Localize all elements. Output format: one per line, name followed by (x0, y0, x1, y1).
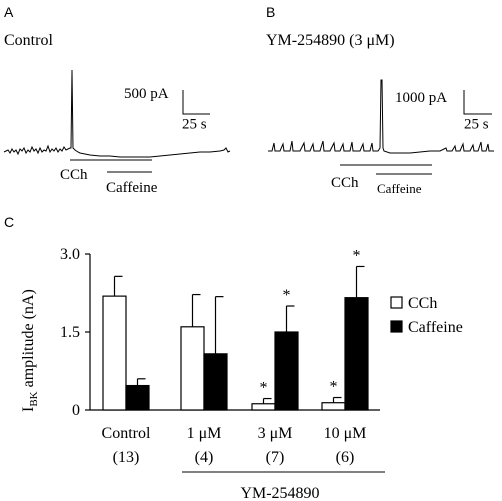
legend-label-cch: CCh (408, 295, 437, 312)
bar-caffeine-1 (203, 353, 228, 411)
bar-caffeine-0 (125, 384, 150, 411)
panel-b-letter: B (266, 4, 276, 20)
y-tick-label: 0 (72, 402, 80, 419)
scale-bar-b (463, 90, 492, 115)
n-label: (13) (113, 449, 140, 466)
bar-caffeine-3 (344, 297, 369, 411)
panel-c-letter: C (4, 214, 15, 230)
caffeine-label-b: Caffeine (377, 181, 422, 196)
significance-star: * (260, 380, 268, 397)
chart-legend: CCh Caffeine (390, 295, 463, 336)
significance-star: * (353, 247, 361, 264)
scale-time-b: 25 s (464, 117, 489, 133)
cch-label-b: CCh (331, 175, 359, 191)
legend-swatch-caffeine (390, 320, 403, 333)
bar-cch-1 (180, 326, 205, 411)
traces-svg: 500 pA 25 s CCh Caffeine 1000 pA 25 s CC… (3, 69, 494, 196)
category-label: Control (102, 425, 151, 442)
scale-current-b: 1000 pA (395, 90, 447, 106)
n-label: (6) (336, 449, 355, 466)
y-tick-label: 3.0 (60, 246, 80, 263)
category-label: 10 μM (324, 425, 367, 442)
y-axis-label: IBK amplitude (nA) (20, 289, 40, 412)
caffeine-label-a: Caffeine (106, 180, 158, 196)
chart-labels: * * * * Control (13) 1 μM (4) 3 μM (7) 10 μM (6) YM-… (102, 247, 385, 501)
scale-bar-a (182, 90, 210, 115)
scale-current-a: 500 pA (124, 86, 169, 102)
y-tick-label: 1.5 (60, 324, 80, 341)
group-label: YM-254890 (240, 485, 319, 501)
legend-label-caffeine: Caffeine (408, 319, 463, 336)
significance-star: * (330, 379, 338, 396)
trace-a (3, 69, 231, 158)
bar-caffeine-2 (274, 331, 299, 411)
panel-a-title: Control (4, 32, 53, 49)
significance-star: * (283, 287, 291, 304)
scale-time-a: 25 s (182, 117, 207, 133)
chart-bars (102, 265, 369, 411)
bar-chart: 0 1.5 3.0 IBK amplitude (nA) * * * * Control (13… (20, 246, 463, 501)
legend-swatch-cch (390, 296, 403, 309)
bar-cch-2 (251, 403, 276, 411)
bar-cch-0 (102, 295, 127, 411)
n-label: (4) (195, 449, 214, 466)
category-label: 1 μM (187, 425, 222, 442)
panel-b-title: YM-254890 (3 μM) (266, 32, 395, 49)
n-label: (7) (266, 449, 285, 466)
cch-label-a: CCh (60, 167, 88, 183)
category-label: 3 μM (258, 425, 293, 442)
trace-b (268, 79, 494, 154)
panel-a-letter: A (4, 4, 14, 20)
bar-cch-3 (321, 402, 346, 411)
